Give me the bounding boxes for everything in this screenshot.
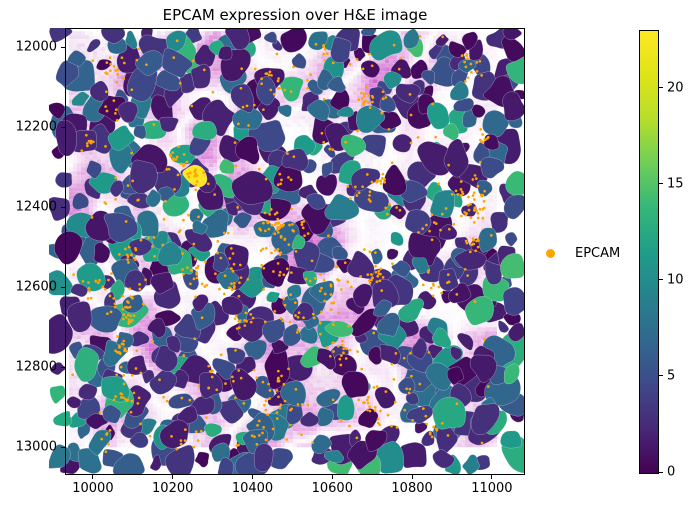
y-tick-mark bbox=[61, 46, 65, 48]
x-tick-mark bbox=[491, 475, 493, 479]
x-tick-mark bbox=[411, 475, 413, 479]
y-tick-mark bbox=[61, 366, 65, 368]
y-tick-label: 12800 bbox=[15, 359, 57, 375]
colorbar-tick-mark bbox=[659, 87, 663, 89]
colorbar-tick-mark bbox=[659, 375, 663, 377]
y-tick-mark bbox=[61, 206, 65, 208]
x-tick-label: 10800 bbox=[391, 481, 433, 496]
colorbar bbox=[639, 30, 659, 474]
y-tick-label: 12400 bbox=[15, 199, 57, 215]
epcam-marker-icon bbox=[546, 248, 555, 258]
y-tick-mark bbox=[61, 286, 65, 288]
y-tick-mark bbox=[61, 446, 65, 448]
x-tick-mark bbox=[92, 475, 94, 479]
x-tick-label: 10400 bbox=[231, 481, 274, 496]
x-tick-label: 10200 bbox=[152, 481, 194, 496]
colorbar-tick-label: 10 bbox=[667, 272, 684, 288]
x-tick-label: 11000 bbox=[471, 481, 513, 496]
colorbar-gradient bbox=[640, 31, 658, 473]
y-tick-label: 12600 bbox=[15, 279, 57, 295]
y-tick-label: 13000 bbox=[15, 439, 57, 455]
x-tick-mark bbox=[331, 475, 333, 479]
legend-label: EPCAM bbox=[575, 245, 621, 261]
x-tick-label: 10000 bbox=[72, 481, 114, 496]
x-tick-label: 10600 bbox=[311, 481, 353, 496]
colorbar-tick-mark bbox=[659, 279, 663, 281]
colorbar-tick-mark bbox=[659, 183, 663, 185]
y-tick-mark bbox=[61, 126, 65, 128]
x-tick-mark bbox=[172, 475, 174, 479]
colorbar-tick-label: 20 bbox=[667, 80, 684, 96]
colorbar-tick-mark bbox=[659, 471, 663, 473]
colorbar-tick-label: 15 bbox=[667, 176, 684, 192]
colorbar-tick-label: 0 bbox=[667, 464, 676, 480]
colorbar-tick-label: 5 bbox=[667, 368, 676, 384]
y-tick-label: 12200 bbox=[15, 119, 57, 135]
x-tick-mark bbox=[252, 475, 253, 479]
y-tick-label: 12000 bbox=[15, 39, 57, 55]
chart-title: EPCAM expression over H&E image bbox=[162, 6, 428, 24]
legend: EPCAM bbox=[546, 245, 620, 261]
